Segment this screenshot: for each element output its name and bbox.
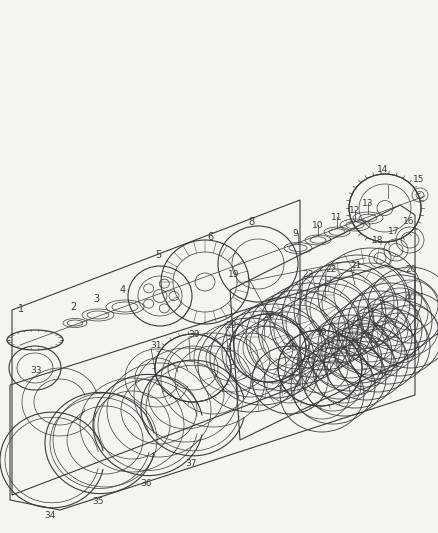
Text: 11: 11: [331, 213, 343, 222]
Text: 6: 6: [207, 232, 213, 242]
Text: 33: 33: [30, 366, 42, 375]
Text: 30: 30: [188, 330, 199, 339]
Text: 16: 16: [403, 217, 414, 226]
Text: 15: 15: [413, 175, 424, 184]
Text: 23: 23: [302, 270, 313, 279]
Text: 28: 28: [263, 311, 274, 320]
Text: 22: 22: [325, 265, 336, 274]
Text: 40: 40: [405, 293, 417, 302]
Text: 36: 36: [140, 479, 152, 488]
Text: 18: 18: [372, 236, 384, 245]
Text: 21: 21: [350, 261, 361, 270]
Text: 39: 39: [315, 328, 326, 337]
Text: 35: 35: [92, 497, 103, 506]
Text: 1: 1: [18, 304, 24, 314]
Text: 10: 10: [312, 221, 324, 230]
Text: 2: 2: [70, 302, 76, 312]
Text: 3: 3: [93, 294, 99, 304]
Text: 9: 9: [292, 229, 298, 238]
Text: 29: 29: [225, 321, 237, 330]
Text: 13: 13: [362, 199, 374, 208]
Text: 19: 19: [228, 270, 240, 279]
Text: 20: 20: [405, 265, 417, 274]
Text: 12: 12: [349, 206, 360, 215]
Text: 37: 37: [185, 459, 197, 468]
Text: 17: 17: [388, 227, 399, 236]
Text: 34: 34: [44, 511, 55, 520]
Text: 4: 4: [120, 285, 126, 295]
Text: 31: 31: [150, 341, 162, 350]
Text: 14: 14: [377, 165, 389, 174]
Text: 5: 5: [155, 250, 161, 260]
Text: 8: 8: [248, 217, 254, 227]
Text: 38: 38: [285, 343, 297, 352]
